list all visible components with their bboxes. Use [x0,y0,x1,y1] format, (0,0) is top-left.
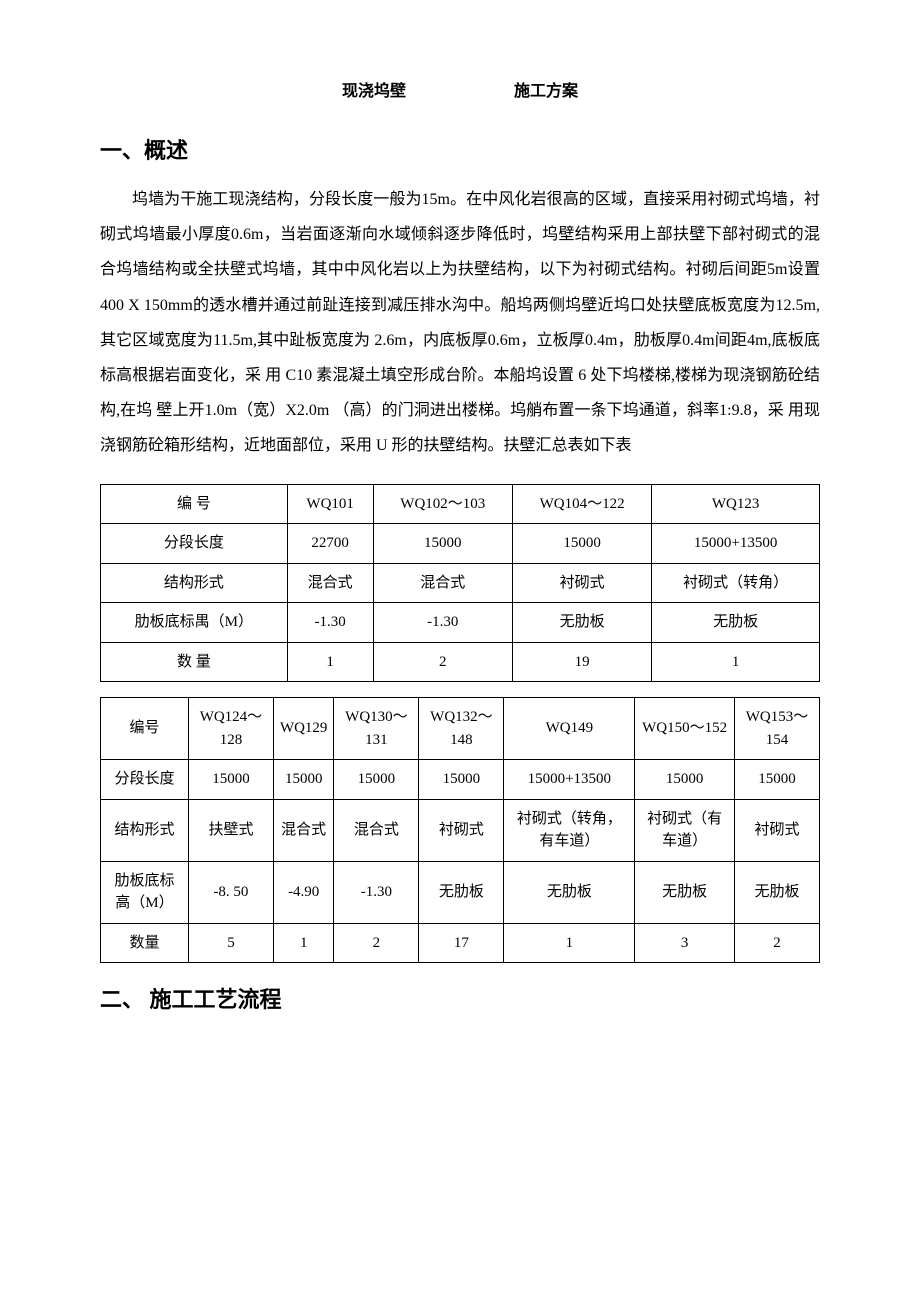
t2-header-col6: WQ150〜152 [635,698,735,760]
t1-elevation-c2: -1.30 [373,603,512,643]
section1-paragraph: 坞墙为干施工现浇结构，分段长度一般为15m。在中风化岩很高的区域，直接采用衬砌式… [100,182,820,464]
document-title: 现浇坞壁 施工方案 [100,80,820,104]
table-row: 分段长度 22700 15000 15000 15000+13500 [101,524,820,564]
title-part2: 施工方案 [514,83,578,100]
t2-header-col0: 编号 [101,698,189,760]
t2-qty-c5: 1 [504,923,635,963]
t2-qty-c4: 17 [419,923,504,963]
t2-qty-label: 数量 [101,923,189,963]
t1-header-col1: WQ101 [287,484,373,524]
t1-header-col2: WQ102〜103 [373,484,512,524]
t2-length-c4: 15000 [419,760,504,800]
t2-elevation-c4: 无肋板 [419,861,504,923]
t2-header-col1: WQ124〜128 [188,698,273,760]
t1-length-c4: 15000+13500 [652,524,820,564]
t1-length-label: 分段长度 [101,524,288,564]
section1-heading: 一、概述 [100,134,820,167]
t1-elevation-c1: -1.30 [287,603,373,643]
summary-table-2: 编号 WQ124〜128 WQ129 WQ130〜131 WQ132〜148 W… [100,697,820,963]
t2-elevation-c2: -4.90 [273,861,334,923]
t1-elevation-c4: 无肋板 [652,603,820,643]
t1-qty-c1: 1 [287,642,373,682]
t2-elevation-label: 肋板底标高（M） [101,861,189,923]
t2-elevation-c7: 无肋板 [734,861,819,923]
t1-length-c2: 15000 [373,524,512,564]
t2-structure-label: 结构形式 [101,799,189,861]
t2-length-label: 分段长度 [101,760,189,800]
summary-table-1: 编 号 WQ101 WQ102〜103 WQ104〜122 WQ123 分段长度… [100,484,820,683]
t2-qty-c6: 3 [635,923,735,963]
t2-qty-c7: 2 [734,923,819,963]
t1-structure-c3: 衬砌式 [512,563,651,603]
t1-structure-label: 结构形式 [101,563,288,603]
t2-elevation-c6: 无肋板 [635,861,735,923]
table-row: 肋板底标高（M） -8. 50 -4.90 -1.30 无肋板 无肋板 无肋板 … [101,861,820,923]
t1-length-c1: 22700 [287,524,373,564]
t1-qty-c3: 19 [512,642,651,682]
t2-length-c1: 15000 [188,760,273,800]
t2-structure-c2: 混合式 [273,799,334,861]
t2-qty-c3: 2 [334,923,419,963]
t2-header-col5: WQ149 [504,698,635,760]
t1-header-col4: WQ123 [652,484,820,524]
t1-structure-c2: 混合式 [373,563,512,603]
t2-elevation-c5: 无肋板 [504,861,635,923]
table-row: 编 号 WQ101 WQ102〜103 WQ104〜122 WQ123 [101,484,820,524]
t2-structure-c1: 扶壁式 [188,799,273,861]
title-part1: 现浇坞壁 [342,83,406,100]
t2-header-col4: WQ132〜148 [419,698,504,760]
table-row: 结构形式 混合式 混合式 衬砌式 衬砌式（转角） [101,563,820,603]
t1-elevation-c3: 无肋板 [512,603,651,643]
t1-elevation-label: 肋板底标禺（M） [101,603,288,643]
table-row: 数量 5 1 2 17 1 3 2 [101,923,820,963]
t2-elevation-c3: -1.30 [334,861,419,923]
t1-structure-c1: 混合式 [287,563,373,603]
table-row: 结构形式 扶壁式 混合式 混合式 衬砌式 衬砌式（转角，有车道） 衬砌式（有车道… [101,799,820,861]
section2-heading: 二、 施工工艺流程 [100,983,820,1016]
table-row: 数 量 1 2 19 1 [101,642,820,682]
t2-header-col2: WQ129 [273,698,334,760]
t1-structure-c4: 衬砌式（转角） [652,563,820,603]
t2-structure-c7: 衬砌式 [734,799,819,861]
t2-length-c6: 15000 [635,760,735,800]
t2-length-c5: 15000+13500 [504,760,635,800]
t1-header-col0: 编 号 [101,484,288,524]
t1-qty-c2: 2 [373,642,512,682]
t2-qty-c2: 1 [273,923,334,963]
t1-header-col3: WQ104〜122 [512,484,651,524]
table-row: 肋板底标禺（M） -1.30 -1.30 无肋板 无肋板 [101,603,820,643]
t2-structure-c5: 衬砌式（转角，有车道） [504,799,635,861]
t1-length-c3: 15000 [512,524,651,564]
t2-structure-c4: 衬砌式 [419,799,504,861]
table-row: 分段长度 15000 15000 15000 15000 15000+13500… [101,760,820,800]
t2-length-c3: 15000 [334,760,419,800]
t2-header-col7: WQ153〜154 [734,698,819,760]
t1-qty-label: 数 量 [101,642,288,682]
t2-elevation-c1: -8. 50 [188,861,273,923]
t2-structure-c3: 混合式 [334,799,419,861]
t1-qty-c4: 1 [652,642,820,682]
table-row: 编号 WQ124〜128 WQ129 WQ130〜131 WQ132〜148 W… [101,698,820,760]
t2-qty-c1: 5 [188,923,273,963]
t2-length-c2: 15000 [273,760,334,800]
t2-length-c7: 15000 [734,760,819,800]
t2-header-col3: WQ130〜131 [334,698,419,760]
t2-structure-c6: 衬砌式（有车道） [635,799,735,861]
